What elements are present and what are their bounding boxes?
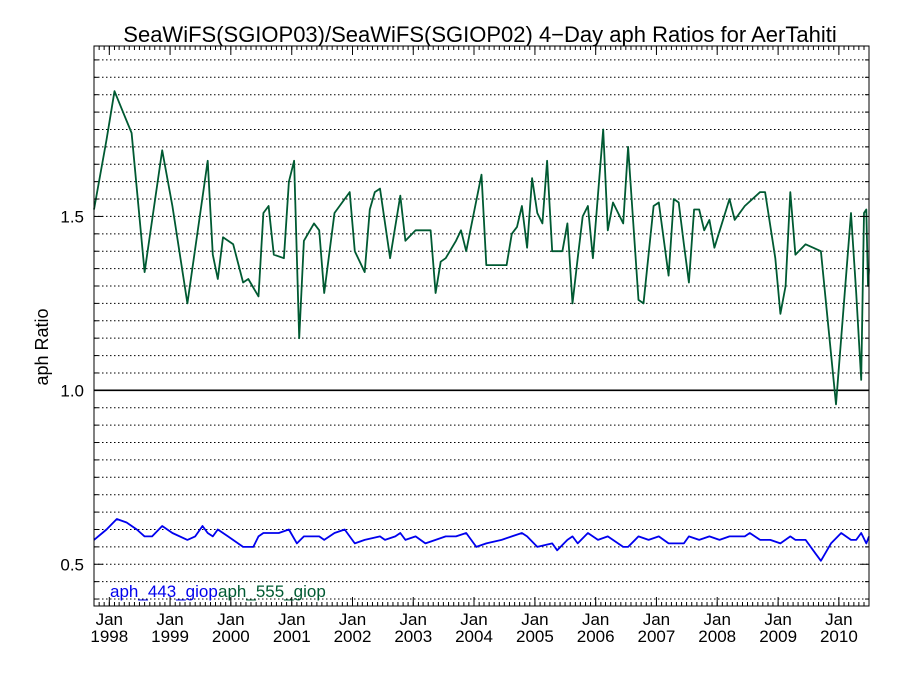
y-tick-label: 1.5 — [60, 207, 84, 226]
x-tick-label-month: Jan — [764, 610, 791, 629]
y-axis-label: aph Ratio — [32, 308, 52, 385]
y-tick-label: 0.5 — [60, 555, 84, 574]
x-tick-label-year: 2009 — [759, 627, 797, 646]
x-tick-label-year: 1999 — [151, 627, 189, 646]
x-tick-label-year: 2003 — [394, 627, 432, 646]
axes: 0.51.01.5Jan1998Jan1999Jan2000Jan2001Jan… — [60, 45, 870, 646]
x-tick-label-month: Jan — [703, 610, 730, 629]
y-tick-label: 1.0 — [60, 381, 84, 400]
x-tick-label-year: 2007 — [638, 627, 676, 646]
x-tick-label-year: 2005 — [516, 627, 554, 646]
x-tick-label-month: Jan — [217, 610, 244, 629]
x-tick-label-year: 2004 — [455, 627, 493, 646]
grid — [94, 59, 869, 600]
x-tick-label-month: Jan — [460, 610, 487, 629]
series-group — [93, 90, 870, 562]
x-tick-label-month: Jan — [339, 610, 366, 629]
x-tick-label-month: Jan — [400, 610, 427, 629]
x-tick-label-month: Jan — [156, 610, 183, 629]
x-tick-label-year: 1998 — [90, 627, 128, 646]
x-tick-label-year: 2001 — [273, 627, 311, 646]
legend-entry-aph_555_giop: aph_555_giop — [218, 582, 326, 601]
x-tick-label-year: 2000 — [212, 627, 250, 646]
x-tick-label-year: 2002 — [334, 627, 372, 646]
x-tick-label-year: 2008 — [698, 627, 736, 646]
x-tick-label-year: 2006 — [577, 627, 615, 646]
legend: aph_443_giop aph_555_giop — [110, 582, 326, 601]
x-tick-label-month: Jan — [521, 610, 548, 629]
legend-entry-aph_443_giop: aph_443_giop — [110, 582, 218, 601]
series-line-aph_443_giop — [93, 518, 870, 562]
chart-title: SeaWiFS(SGIOP03)/SeaWiFS(SGIOP02) 4−Day … — [123, 22, 836, 47]
plot-frame — [93, 45, 870, 607]
series-line-aph_555_giop — [93, 90, 870, 406]
x-tick-label-month: Jan — [278, 610, 305, 629]
x-tick-label-month: Jan — [825, 610, 852, 629]
x-tick-label-month: Jan — [96, 610, 123, 629]
x-tick-label-month: Jan — [582, 610, 609, 629]
x-tick-label-month: Jan — [643, 610, 670, 629]
x-tick-label-year: 2010 — [820, 627, 858, 646]
